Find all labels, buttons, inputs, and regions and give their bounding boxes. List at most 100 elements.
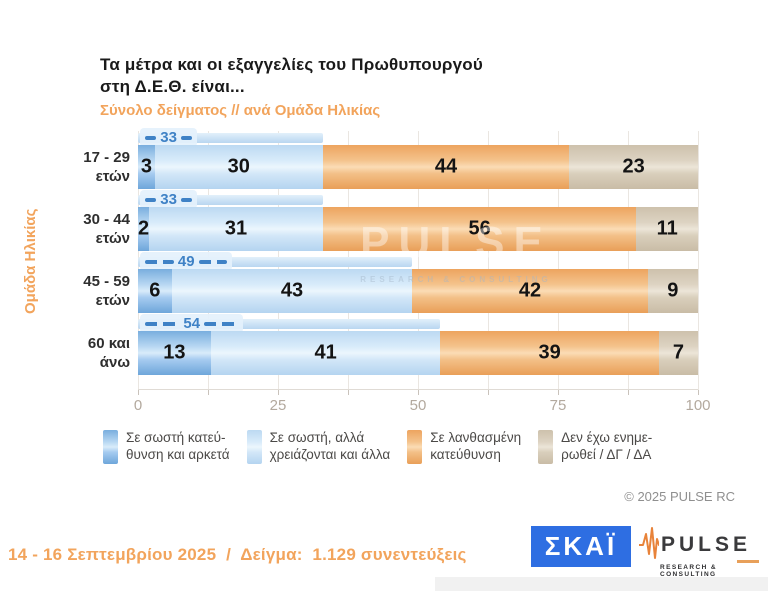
segment-value: 31 (224, 217, 248, 240)
segment-value: 13 (163, 341, 186, 364)
bar-segment: 30 (154, 145, 323, 189)
category-label-line: 45 - 59 (83, 273, 130, 290)
segment-value: 3 (140, 155, 152, 178)
marker-dash-right (180, 135, 193, 140)
bar-segment: 7 (658, 331, 698, 375)
axis-tick (698, 390, 699, 395)
category-label-line: 17 - 29 (83, 149, 130, 166)
bar-segment: 6 (138, 269, 172, 313)
axis-tick-label: 25 (269, 397, 287, 414)
gridline (558, 131, 559, 390)
subtotal-marker: 33 (140, 190, 198, 209)
chart-title-line2: στη Δ.Ε.Θ. είναι... (100, 77, 245, 96)
subtotal-value: 54 (183, 315, 201, 332)
category-label-line: ετών (95, 292, 130, 309)
subtotal-marker: 54 (140, 314, 244, 333)
axis-tick-label: 100 (685, 397, 711, 414)
skai-logo-text: ΣΚΑΪ (544, 531, 618, 561)
category-label-line: ετών (95, 230, 130, 247)
gridline (628, 131, 629, 390)
legend-label: Σε σωστή, αλλά χρειάζονται και άλλα (269, 430, 391, 462)
bar-segment: 39 (440, 331, 659, 375)
subtotal-marker: 33 (140, 128, 198, 147)
segment-value: 23 (622, 155, 645, 178)
legend-item: Δεν έχω ενημε- ρωθεί / ΔΓ / ΔΑ (538, 429, 652, 464)
title-block: Τα μέτρα και οι εξαγγελίες του Πρωθυπουρ… (100, 54, 483, 119)
subtotal-bar: 33 (138, 128, 323, 147)
marker-dash-left (145, 197, 157, 202)
subtotal-value: 33 (160, 129, 177, 146)
subtotal-value: 33 (160, 191, 177, 208)
segment-value: 2 (138, 217, 150, 240)
gridline (698, 131, 699, 390)
pulse-waveform-icon (639, 527, 659, 559)
bar-segment: 31 (149, 207, 323, 251)
plot-area: 33 3 30 44 23 33 2 31 56 11 49 6 43 42 9 54 13 41 39 7 (138, 128, 699, 390)
bar-segment: 56 (322, 207, 637, 251)
segment-value: 7 (672, 341, 684, 364)
segment-value: 39 (538, 341, 561, 364)
footer-fieldwork-text: 14 - 16 Σεπτεμβρίου 2025 / Δείγμα: 1.129… (8, 545, 467, 564)
bar-row: 3 30 44 23 (138, 145, 698, 189)
category-label: 17 - 29 ετών (34, 148, 130, 186)
subtotal-marker: 49 (140, 252, 233, 271)
subtotal-bar: 49 (138, 252, 413, 271)
pulse-logo: PULSE RESEARCH & CONSULTING (639, 524, 767, 578)
gridline (488, 131, 489, 390)
category-label: 30 - 44 ετών (34, 210, 130, 248)
bar-segment: 44 (322, 145, 570, 189)
axis-tick-label: 75 (549, 397, 567, 414)
axis-tick-label: 0 (133, 397, 143, 414)
segment-value: 56 (468, 217, 491, 240)
legend-swatch (538, 430, 554, 464)
marker-dash-right (204, 321, 239, 326)
chart-subtitle: Σύνολο δείγματος // ανά Ομάδα Ηλικίας (100, 102, 381, 119)
bar-row: 6 43 42 9 (138, 269, 698, 313)
bar-segment: 9 (647, 269, 698, 313)
subtotal-bar: 54 (138, 314, 441, 333)
bar-segment: 43 (171, 269, 413, 313)
marker-dash-left (145, 321, 180, 326)
bottom-edge-strip (435, 577, 768, 591)
category-label-line: άνω (99, 354, 130, 371)
axis-tick (138, 390, 139, 395)
segment-value: 11 (656, 217, 678, 240)
axis-tick (628, 390, 629, 395)
segment-value: 9 (667, 279, 679, 302)
skai-logo: ΣΚΑΪ (531, 526, 631, 567)
pulse-logo-top: PULSE (639, 524, 767, 560)
copyright-text: © 2025 PULSE RC (624, 489, 735, 504)
legend-label: Δεν έχω ενημε- ρωθεί / ΔΓ / ΔΑ (561, 430, 653, 462)
axis-tick-label: 50 (409, 397, 427, 414)
segment-value: 41 (314, 341, 337, 364)
segment-value: 43 (280, 279, 304, 302)
category-label-line: ετών (95, 168, 130, 185)
marker-dash-left (145, 259, 174, 264)
axis-tick (488, 390, 489, 395)
marker-dash-right (180, 197, 193, 202)
segment-value: 42 (518, 279, 542, 302)
legend-swatch (103, 430, 118, 464)
category-label: 60 και άνω (34, 334, 130, 372)
legend: Σε σωστή κατεύ- θυνση και αρκετά Σε σωστή… (103, 429, 743, 464)
axis-tick (558, 390, 559, 395)
axis-tick (208, 390, 209, 395)
legend-item: Σε λανθασμένη κατεύθυνση (407, 429, 521, 464)
bar-row: 13 41 39 7 (138, 331, 698, 375)
bar-segment: 2 (138, 207, 150, 251)
legend-swatch (407, 430, 423, 464)
subtotal-value: 49 (177, 253, 195, 270)
pulse-logo-text: PULSE (661, 533, 752, 556)
bar-segment: 23 (569, 145, 698, 189)
bar-segment: 42 (412, 269, 648, 313)
bar-segment: 3 (138, 145, 155, 189)
legend-item: Σε σωστή κατεύ- θυνση και αρκετά (103, 429, 230, 464)
pulse-logo-tagline: RESEARCH & CONSULTING (660, 564, 717, 578)
gridline (418, 131, 419, 390)
subtotal-bar: 33 (138, 190, 323, 209)
marker-dash-left (145, 135, 157, 140)
legend-label: Σε λανθασμένη κατεύθυνση (430, 430, 522, 462)
marker-dash-right (198, 259, 228, 264)
x-axis: 0 25 50 75 100 (134, 389, 711, 420)
